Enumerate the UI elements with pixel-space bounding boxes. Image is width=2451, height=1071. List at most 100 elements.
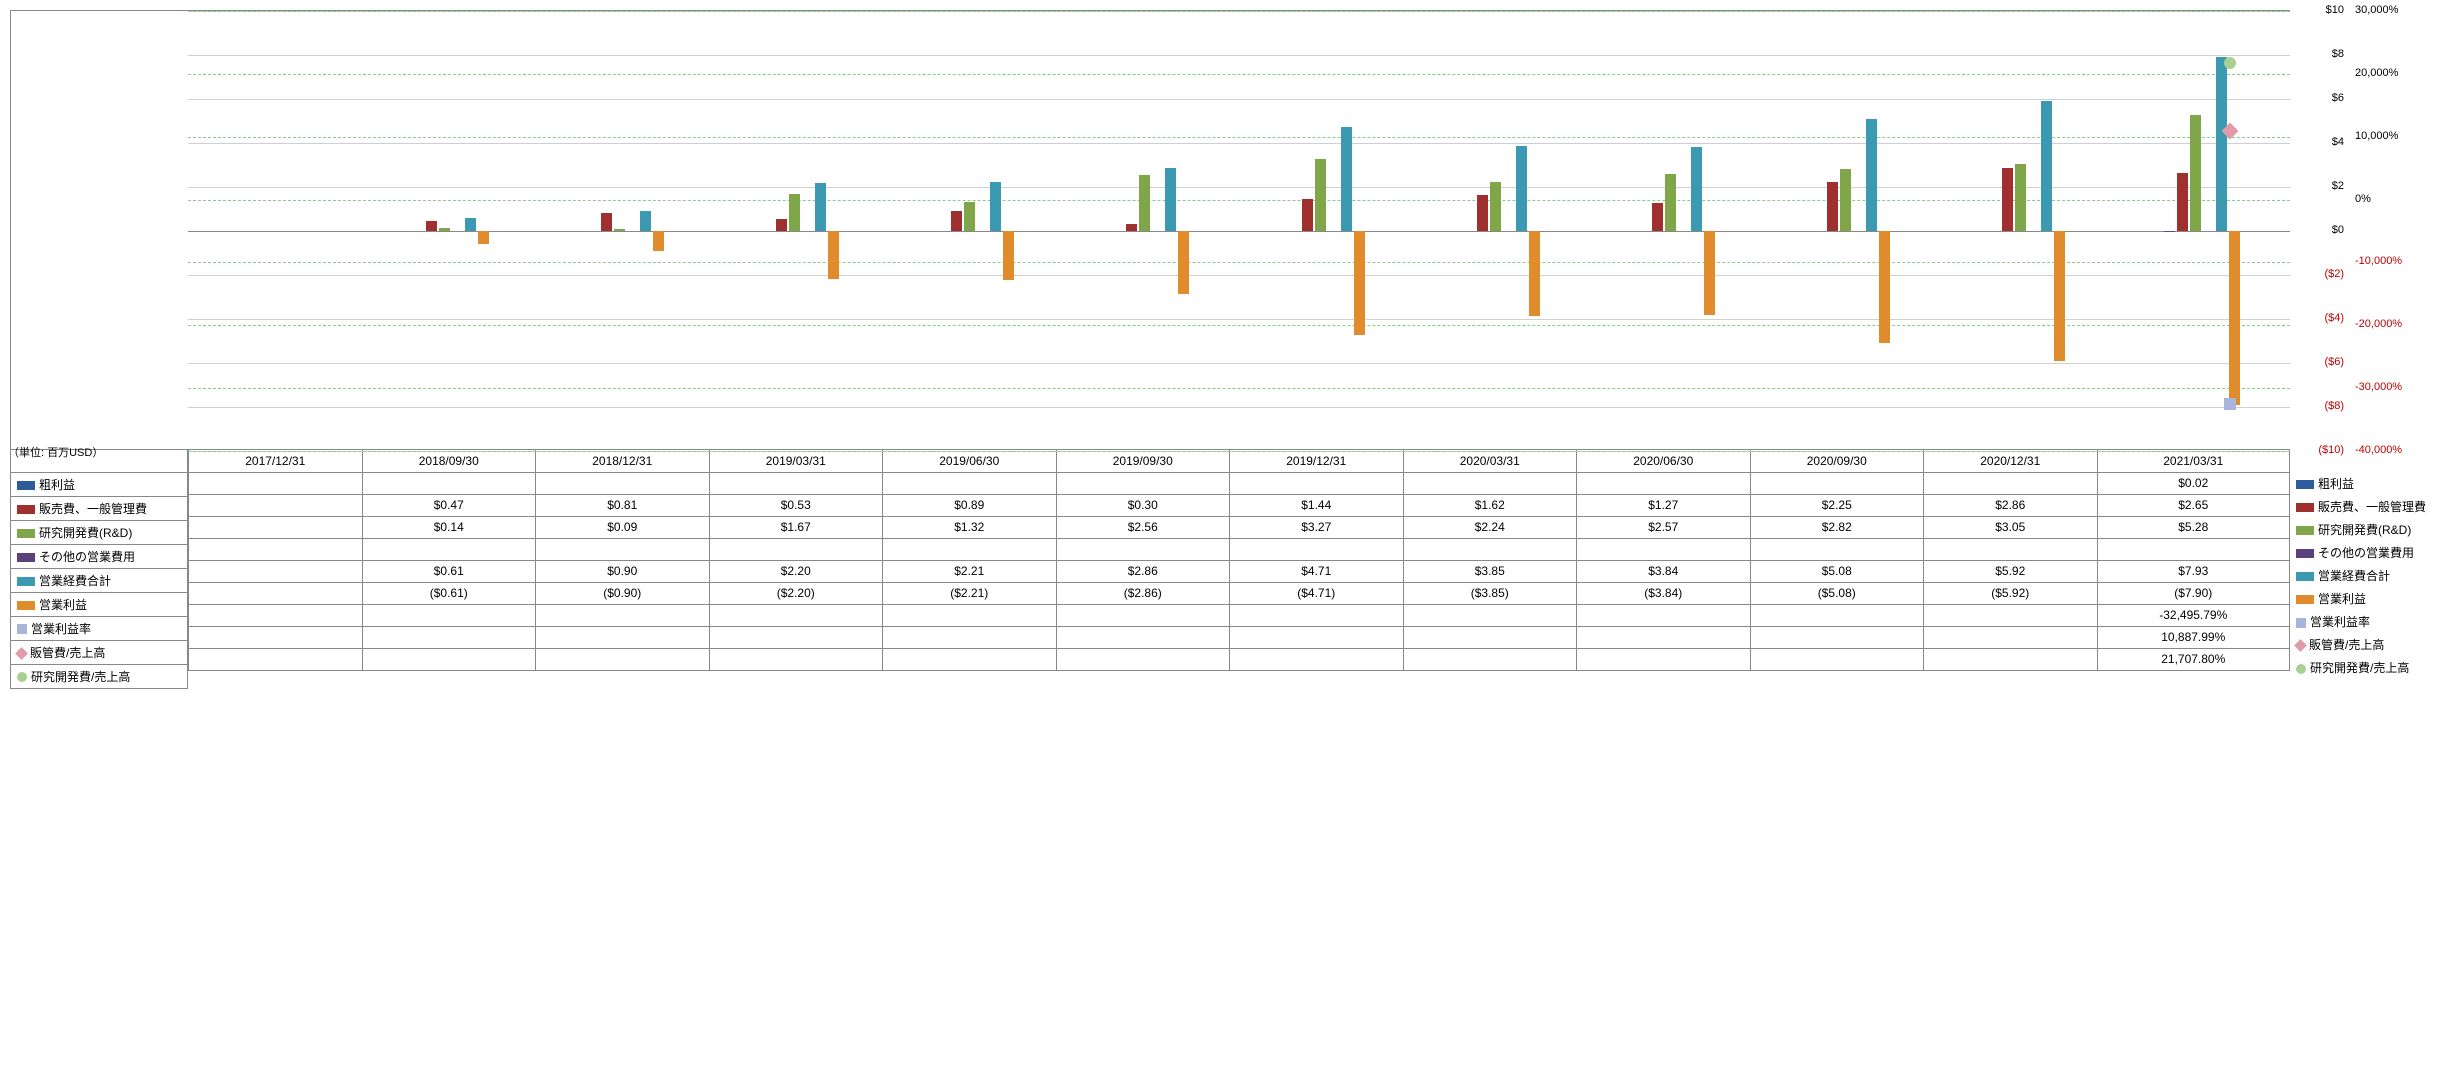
data-table: 2017/12/312018/09/302018/12/312019/03/31… xyxy=(188,450,2290,671)
cell-sgarate xyxy=(883,626,1057,648)
legend-rndrate: 研究開発費/売上高 xyxy=(2290,656,2432,679)
marker-rndrate xyxy=(2224,57,2236,69)
cell-sga: $2.65 xyxy=(2097,494,2290,516)
cell-opinc: ($7.90) xyxy=(2097,582,2290,604)
cell-opex: $3.84 xyxy=(1577,560,1751,582)
cell-other xyxy=(189,538,363,560)
legend-gross: 粗利益 xyxy=(2290,472,2432,495)
cell-rndrate xyxy=(883,648,1057,670)
col-header: 2019/06/30 xyxy=(883,450,1057,472)
bar-opex xyxy=(815,183,826,231)
cell-sga: $0.89 xyxy=(883,494,1057,516)
chart-container: 粗利益販売費、一般管理費研究開発費(R&D)その他の営業費用営業経費合計営業利益… xyxy=(10,10,2430,689)
cell-rndrate xyxy=(1750,648,1924,670)
cell-rndrate xyxy=(362,648,536,670)
cell-other xyxy=(2097,538,2290,560)
cell-opinc: ($2.86) xyxy=(1056,582,1230,604)
row-label-sga: 販売費、一般管理費 xyxy=(11,496,188,520)
legend-oprate: 営業利益率 xyxy=(2290,610,2432,633)
cell-other xyxy=(1924,538,2098,560)
bar-sga xyxy=(776,219,787,231)
bar-rnd xyxy=(789,194,800,231)
cell-opex: $4.71 xyxy=(1230,560,1404,582)
cell-sgarate xyxy=(1230,626,1404,648)
cell-sga xyxy=(189,494,363,516)
cell-oprate xyxy=(362,604,536,626)
cell-opinc: ($3.85) xyxy=(1403,582,1577,604)
cell-oprate: -32,495.79% xyxy=(2097,604,2290,626)
cell-oprate xyxy=(883,604,1057,626)
cell-gross xyxy=(1577,472,1751,494)
cell-sgarate xyxy=(709,626,883,648)
bar-opex xyxy=(1691,147,1702,231)
bar-opex xyxy=(465,218,476,231)
cell-rndrate xyxy=(536,648,710,670)
bar-opex xyxy=(1165,168,1176,231)
bar-rnd xyxy=(614,229,625,231)
bar-opex xyxy=(1341,127,1352,231)
col-header: 2019/09/30 xyxy=(1056,450,1230,472)
bar-rnd xyxy=(1665,174,1676,231)
cell-other xyxy=(883,538,1057,560)
cell-sgarate xyxy=(362,626,536,648)
cell-rndrate xyxy=(709,648,883,670)
cell-opex: $5.92 xyxy=(1924,560,2098,582)
cell-opex: $2.86 xyxy=(1056,560,1230,582)
cell-gross xyxy=(189,472,363,494)
col-header: 2021/03/31 xyxy=(2097,450,2290,472)
bar-opinc xyxy=(828,231,839,279)
cell-gross xyxy=(1403,472,1577,494)
cell-rndrate xyxy=(189,648,363,670)
cell-sga: $2.86 xyxy=(1924,494,2098,516)
cell-rnd: $1.32 xyxy=(883,516,1057,538)
cell-sga: $1.27 xyxy=(1577,494,1751,516)
bar-rnd xyxy=(2190,115,2201,231)
cell-gross xyxy=(883,472,1057,494)
bar-opinc xyxy=(478,231,489,244)
cell-rnd xyxy=(189,516,363,538)
legend-sga: 販売費、一般管理費 xyxy=(2290,495,2432,518)
cell-opex: $5.08 xyxy=(1750,560,1924,582)
cell-opex: $2.20 xyxy=(709,560,883,582)
cell-other xyxy=(1403,538,1577,560)
cell-other xyxy=(1577,538,1751,560)
cell-gross xyxy=(709,472,883,494)
row-label-oprate: 営業利益率 xyxy=(11,616,188,640)
cell-sgarate: 10,887.99% xyxy=(2097,626,2290,648)
cell-rndrate xyxy=(1230,648,1404,670)
bar-opinc xyxy=(1354,231,1365,335)
cell-rnd: $2.56 xyxy=(1056,516,1230,538)
bar-opex xyxy=(990,182,1001,231)
cell-rndrate xyxy=(1056,648,1230,670)
bar-sga xyxy=(1827,182,1838,232)
cell-sgarate xyxy=(536,626,710,648)
col-header: 2020/03/31 xyxy=(1403,450,1577,472)
cell-rndrate: 21,707.80% xyxy=(2097,648,2290,670)
cell-gross xyxy=(536,472,710,494)
row-label-opex: 営業経費合計 xyxy=(11,568,188,592)
cell-rndrate xyxy=(1403,648,1577,670)
cell-oprate xyxy=(1056,604,1230,626)
row-label-sgarate: 販管費/売上高 xyxy=(11,640,188,664)
cell-opinc: ($2.20) xyxy=(709,582,883,604)
bar-sga xyxy=(601,213,612,231)
bar-sga xyxy=(2002,168,2013,231)
cell-sgarate xyxy=(1750,626,1924,648)
bar-sga xyxy=(1126,224,1137,231)
cell-oprate xyxy=(709,604,883,626)
bar-sga xyxy=(426,221,437,231)
col-header: 2019/03/31 xyxy=(709,450,883,472)
row-label-opinc: 営業利益 xyxy=(11,592,188,616)
legend-other: その他の営業費用 xyxy=(2290,541,2432,564)
cell-other xyxy=(362,538,536,560)
bar-opinc xyxy=(1178,231,1189,294)
cell-opex: $0.61 xyxy=(362,560,536,582)
cell-sgarate xyxy=(1403,626,1577,648)
col-header: 2018/09/30 xyxy=(362,450,536,472)
cell-gross xyxy=(1056,472,1230,494)
bar-opinc xyxy=(1003,231,1014,280)
cell-sga: $1.62 xyxy=(1403,494,1577,516)
cell-oprate xyxy=(1924,604,2098,626)
cell-opinc: ($5.08) xyxy=(1750,582,1924,604)
cell-sga: $0.81 xyxy=(536,494,710,516)
